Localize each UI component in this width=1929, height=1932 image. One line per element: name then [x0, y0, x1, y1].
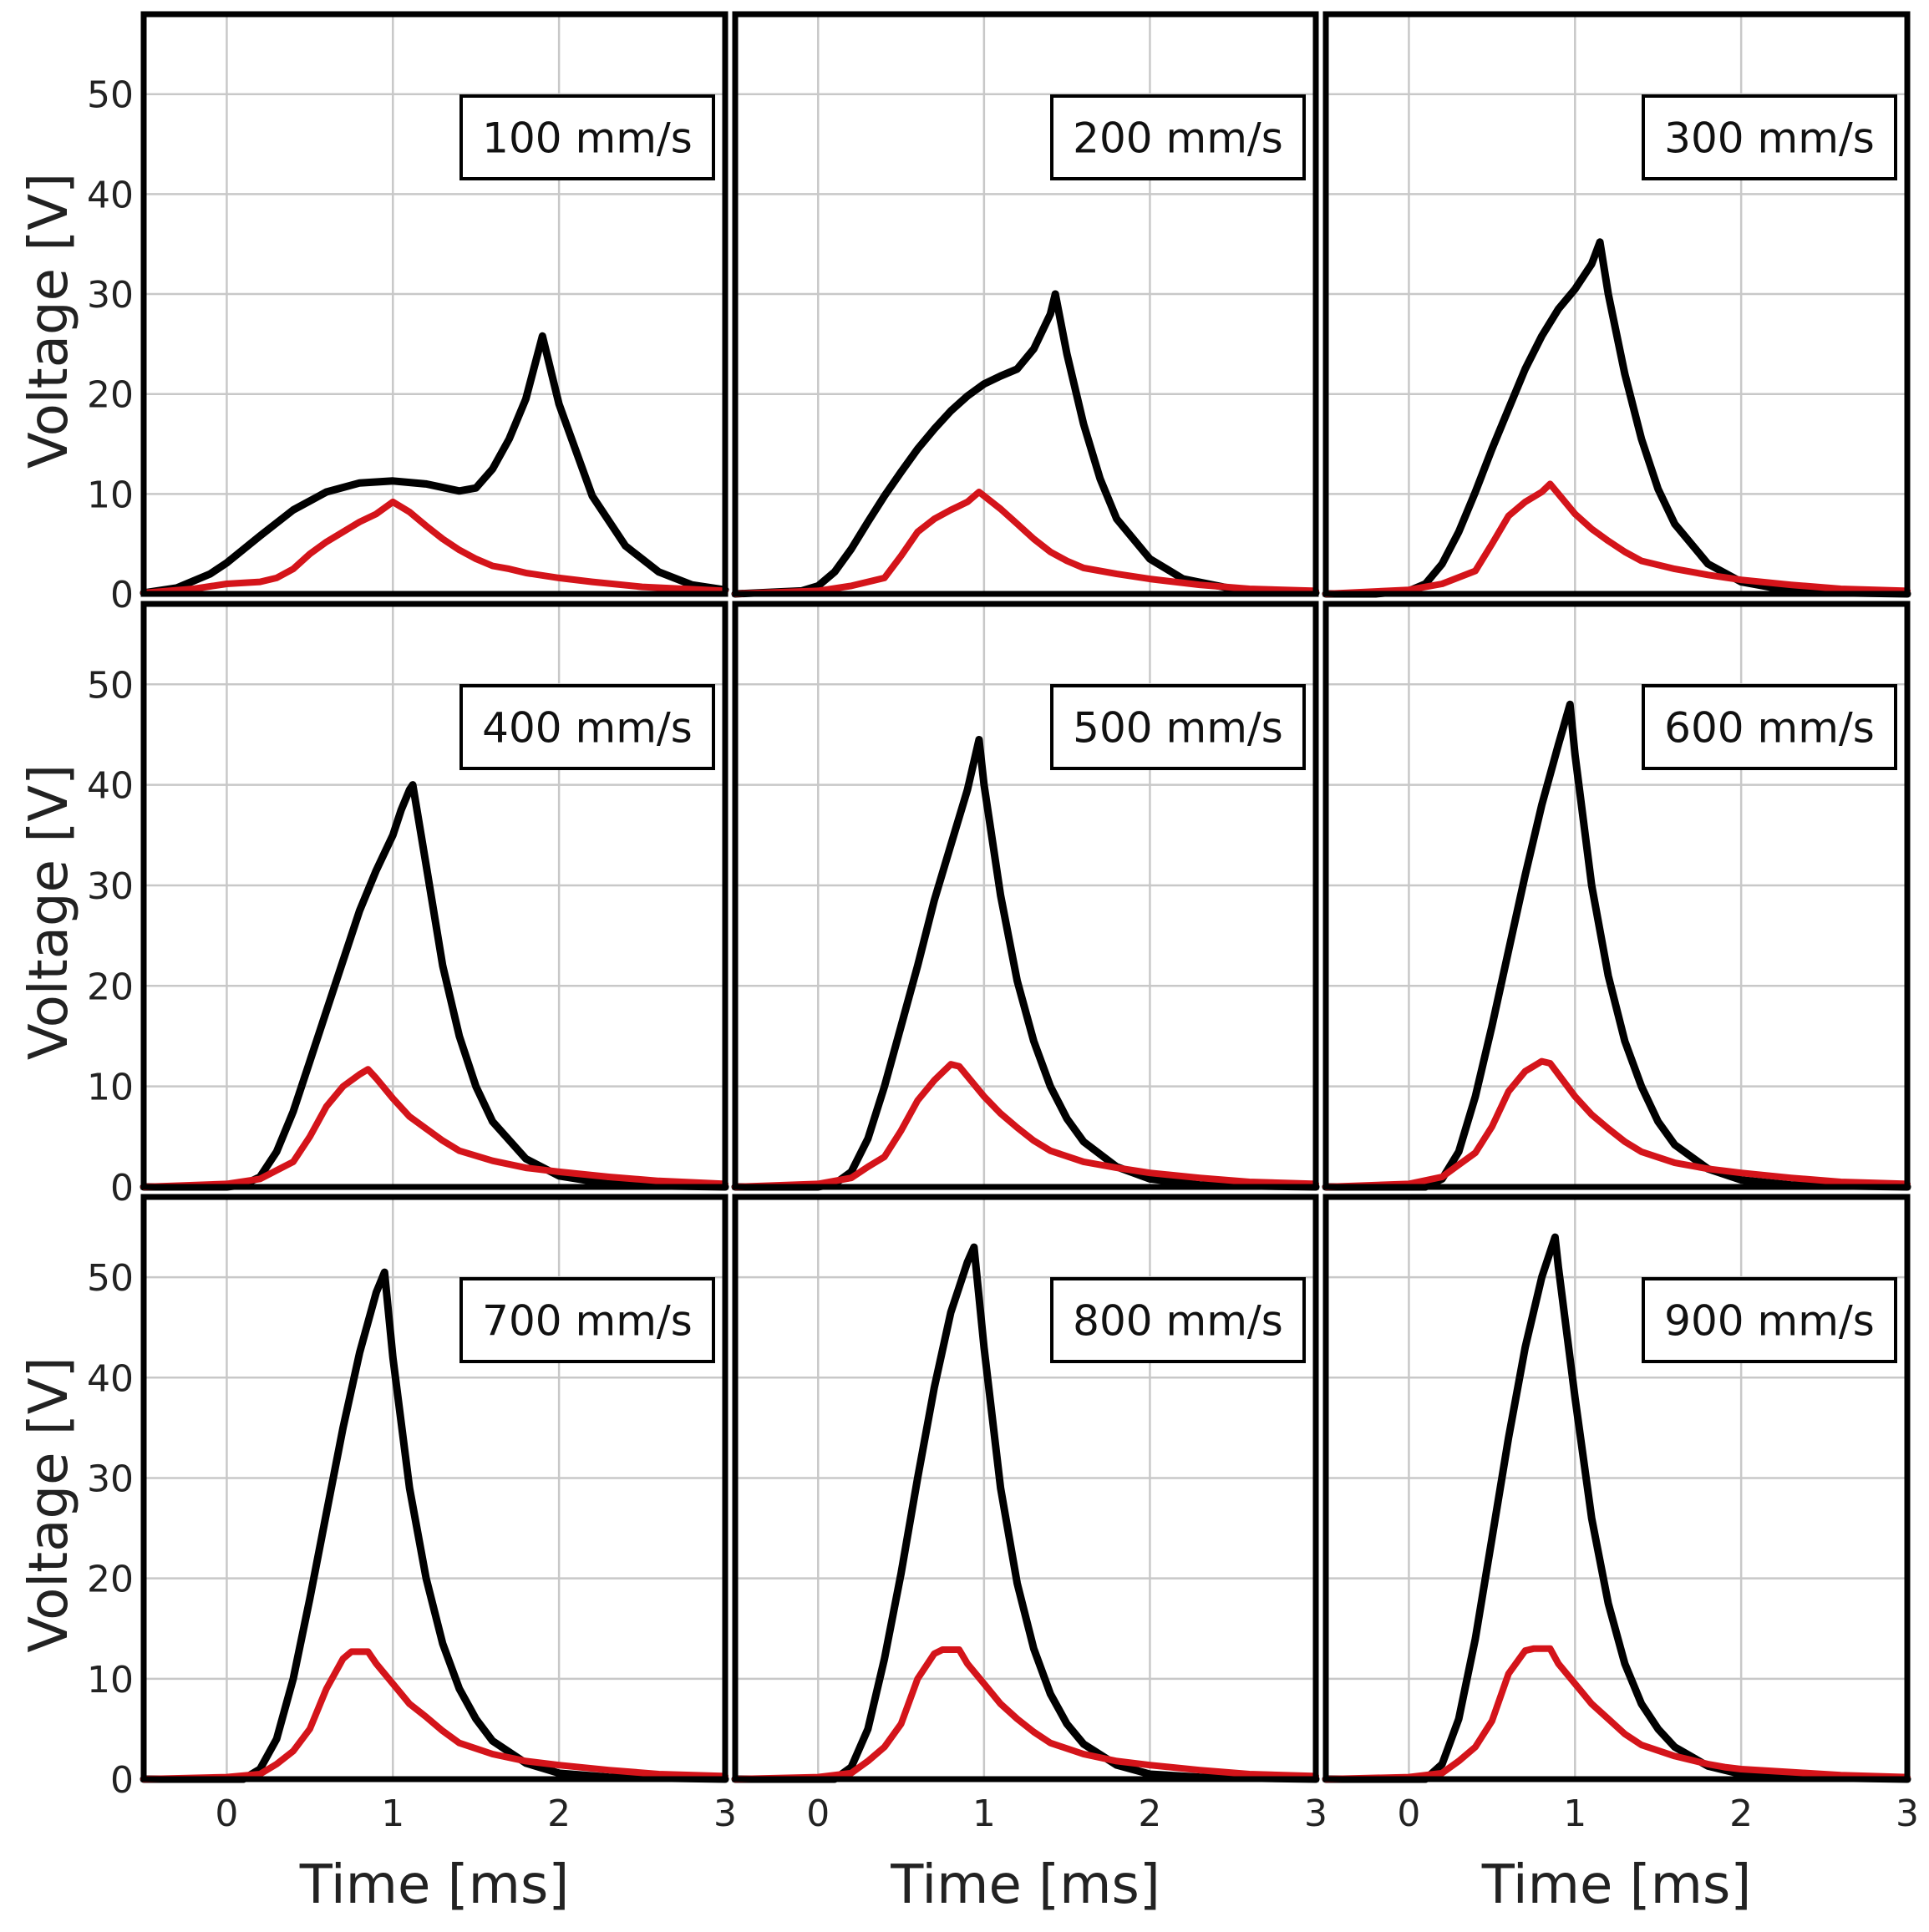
series-red-line	[140, 1648, 728, 1782]
x-tick-label: 3	[1304, 1793, 1327, 1835]
y-tick-label: 20	[87, 966, 134, 1008]
speed-label-box	[1050, 684, 1306, 770]
speed-label-box	[1642, 1277, 1897, 1363]
panel-9: 900 mm/s 0 1 2 3 Time [ms]	[1322, 1194, 1919, 1916]
panel-7: 700 mm/s 0 10 20 30 40 50 0 1 2 3 Voltage [V] Time […	[18, 1194, 737, 1916]
speed-label: 800 mm/s	[1073, 1297, 1283, 1346]
speed-label: 600 mm/s	[1664, 704, 1875, 753]
speed-label: 300 mm/s	[1664, 114, 1875, 163]
speed-label: 100 mm/s	[482, 114, 693, 163]
y-tick-label: 30	[87, 274, 134, 317]
panel-frame	[1322, 11, 1911, 597]
speed-label-box	[1642, 94, 1897, 180]
series-red-line	[732, 489, 1319, 597]
series-black-line	[140, 332, 729, 597]
x-tick-label: 2	[1138, 1793, 1161, 1835]
x-tick-label: 0	[1397, 1793, 1420, 1835]
panel-6: 600 mm/s	[1322, 601, 1911, 1191]
speed-label-box	[1050, 94, 1306, 180]
panel-5: 500 mm/s	[731, 601, 1320, 1191]
x-axis-label: Time [ms]	[890, 1854, 1160, 1916]
y-tick-label: 10	[87, 474, 134, 516]
y-tick-label: 40	[87, 174, 134, 216]
y-tick-label: 30	[87, 865, 134, 908]
x-tick-label: 3	[1896, 1793, 1919, 1835]
panel-1: 100 mm/s 0 10 20 30 40 50 Voltage [V]	[18, 11, 729, 616]
panel-8: 800 mm/s 0 1 2 3 Time [ms]	[731, 1194, 1327, 1916]
speed-label: 500 mm/s	[1073, 704, 1283, 753]
y-axis-label: Voltage [V]	[18, 173, 80, 469]
speed-label: 900 mm/s	[1664, 1297, 1875, 1346]
x-axis-label: Time [ms]	[299, 1854, 570, 1916]
speed-label: 200 mm/s	[1073, 114, 1283, 163]
panel-3: 300 mm/s	[1322, 11, 1911, 598]
y-tick-label: 0	[110, 1167, 134, 1209]
x-tick-label: 0	[215, 1793, 238, 1835]
panel-frame	[1322, 1194, 1911, 1782]
series-black-line	[731, 290, 1320, 598]
y-tick-label: 40	[87, 765, 134, 808]
y-axis-label: Voltage [V]	[18, 1356, 80, 1652]
x-tick-label: 1	[381, 1793, 404, 1835]
series-red-line	[1322, 1057, 1911, 1190]
x-tick-label: 2	[547, 1793, 571, 1835]
series-red-line	[1322, 480, 1911, 597]
y-tick-label: 0	[110, 574, 134, 616]
speed-label-box	[459, 684, 715, 770]
panel-frame	[732, 601, 1319, 1190]
panel-frame	[732, 1194, 1319, 1782]
y-tick-label: 10	[87, 1659, 134, 1701]
y-axis-label: Voltage [V]	[18, 764, 80, 1060]
y-tick-label: 50	[87, 664, 134, 707]
speed-label-box	[459, 94, 715, 180]
y-tick-label: 50	[87, 1257, 134, 1300]
x-tick-label: 0	[806, 1793, 830, 1835]
x-axis-label: Time [ms]	[1481, 1854, 1752, 1916]
panel-2: 200 mm/s	[731, 11, 1320, 598]
series-black-line	[140, 1268, 729, 1783]
speed-label: 400 mm/s	[482, 704, 693, 753]
y-tick-label: 40	[87, 1357, 134, 1400]
y-tick-label: 10	[87, 1067, 134, 1109]
y-tick-label: 20	[87, 374, 134, 417]
x-tick-label: 1	[972, 1793, 996, 1835]
speed-label-box	[1642, 684, 1897, 770]
panel-frame	[140, 601, 728, 1190]
panel-frame	[1322, 601, 1911, 1190]
panel-frame	[732, 11, 1319, 597]
x-tick-label: 2	[1729, 1793, 1753, 1835]
y-tick-label: 20	[87, 1559, 134, 1601]
y-tick-label: 50	[87, 74, 134, 117]
speed-label-box	[459, 1277, 715, 1363]
panel-frame	[140, 1194, 728, 1782]
series-red-line	[732, 1061, 1319, 1190]
y-tick-label: 30	[87, 1458, 134, 1500]
series-red-line	[732, 1646, 1319, 1782]
series-black-line	[1322, 238, 1911, 598]
panel-4: 400 mm/s 0 10 20 30 40 50 Voltage [V]	[18, 601, 729, 1209]
series-black-line	[140, 781, 729, 1191]
y-tick-label: 0	[110, 1759, 134, 1802]
series-red-line	[140, 498, 728, 596]
panel-frame	[140, 11, 728, 597]
speed-label: 700 mm/s	[482, 1297, 693, 1346]
series-red-line	[140, 1066, 728, 1190]
x-tick-label: 1	[1563, 1793, 1586, 1835]
series-red-line	[1322, 1645, 1911, 1782]
x-tick-label: 3	[713, 1793, 737, 1835]
series-black-line	[731, 1243, 1320, 1783]
speed-label-box	[1050, 1277, 1306, 1363]
